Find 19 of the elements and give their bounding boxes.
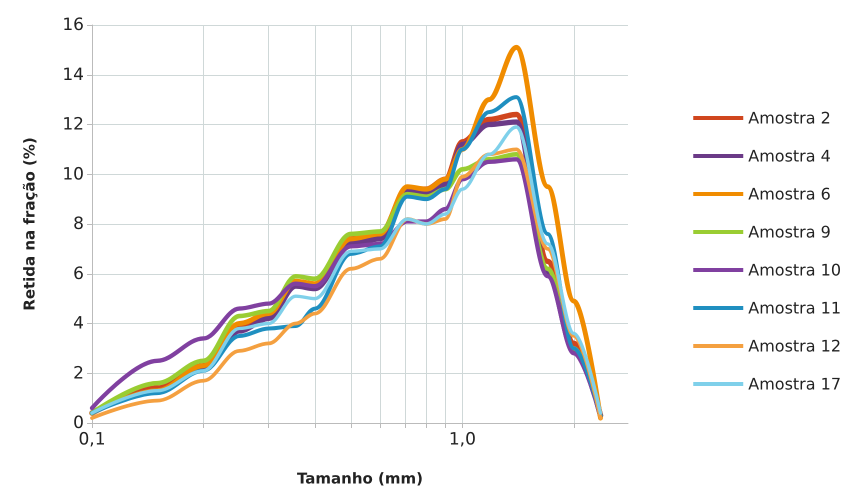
legend-label: Amostra 17	[748, 374, 842, 394]
legend-label: Amostra 6	[748, 184, 831, 204]
y-tick-label: 10	[62, 164, 84, 184]
y-tick-label: 2	[73, 363, 84, 384]
y-tick-label: 6	[73, 264, 84, 284]
legend-label: Amostra 10	[748, 260, 842, 280]
y-axis-title: Retida na fração (%)	[20, 137, 38, 311]
y-tick-label: 4	[73, 314, 84, 334]
y-tick-label: 16	[62, 15, 84, 35]
legend-label: Amostra 2	[748, 108, 831, 128]
legend-label: Amostra 4	[748, 146, 831, 166]
x-axis-title: Tamanho (mm)	[296, 470, 424, 488]
y-tick-label: 14	[62, 64, 84, 85]
legend-label: Amostra 12	[748, 336, 842, 356]
legend-label: Amostra 9	[748, 222, 831, 242]
legend-label: Amostra 11	[748, 298, 842, 318]
y-tick-label: 8	[73, 214, 84, 234]
y-tick-label: 12	[62, 114, 84, 134]
x-tick-label: 1,0	[448, 430, 476, 450]
